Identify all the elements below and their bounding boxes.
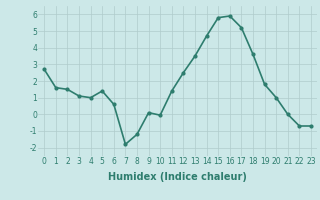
X-axis label: Humidex (Indice chaleur): Humidex (Indice chaleur) [108, 172, 247, 182]
